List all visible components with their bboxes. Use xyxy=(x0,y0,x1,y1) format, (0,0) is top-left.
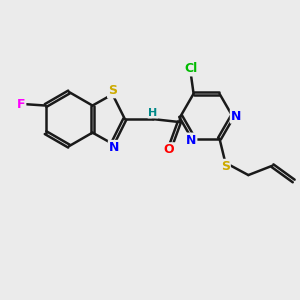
Text: Cl: Cl xyxy=(184,62,197,76)
Text: N: N xyxy=(231,110,241,123)
Text: F: F xyxy=(17,98,26,111)
Text: N: N xyxy=(109,141,119,154)
Text: S: S xyxy=(108,84,117,97)
Text: N: N xyxy=(186,134,196,147)
Text: O: O xyxy=(164,143,174,156)
Text: S: S xyxy=(221,160,230,173)
Text: H: H xyxy=(148,108,158,118)
